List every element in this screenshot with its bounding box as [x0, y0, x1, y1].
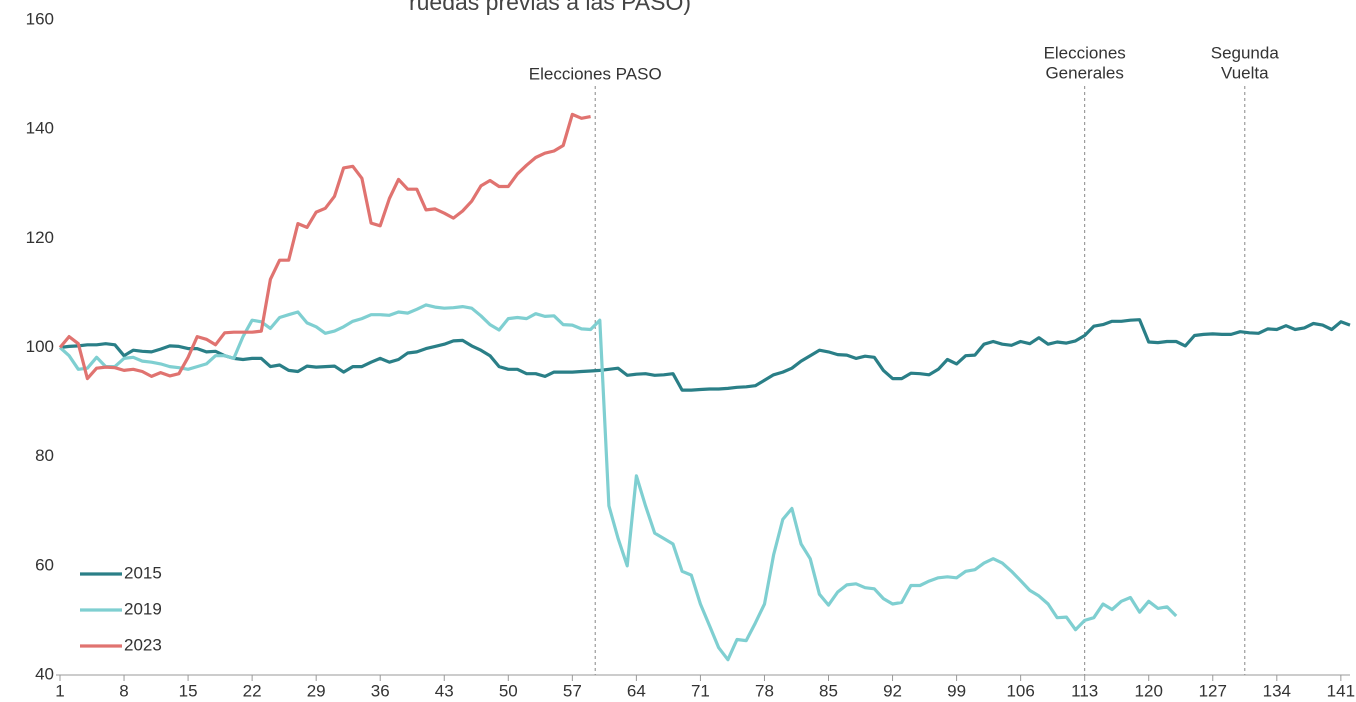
legend-label: 2023: [124, 635, 162, 654]
x-tick-label: 57: [563, 681, 582, 700]
x-tick-label: 71: [691, 681, 710, 700]
x-tick-label: 141: [1327, 681, 1355, 700]
x-tick-label: 36: [371, 681, 390, 700]
line-series: [59, 318, 1351, 392]
y-tick-label: 120: [26, 228, 54, 247]
y-tick-label: 140: [26, 119, 54, 138]
y-tick-label: 160: [26, 9, 54, 28]
annotation: Elecciones: [1044, 43, 1126, 62]
legend-label: 2019: [124, 599, 162, 618]
x-tick-label: 43: [435, 681, 454, 700]
y-tick-label: 60: [35, 555, 54, 574]
x-tick-label: 15: [179, 681, 198, 700]
x-tick-label: 120: [1135, 681, 1163, 700]
x-tick-label: 106: [1006, 681, 1034, 700]
annotation: Vuelta: [1221, 63, 1269, 82]
x-tick-label: 127: [1199, 681, 1227, 700]
chart-title: ruedas previas a las PASO): [409, 0, 691, 15]
x-tick-label: 22: [243, 681, 262, 700]
x-tick-label: 85: [819, 681, 838, 700]
x-tick-label: 29: [307, 681, 326, 700]
y-tick-label: 100: [26, 337, 54, 356]
annotation: Generales: [1045, 63, 1123, 82]
x-tick-label: 8: [119, 681, 128, 700]
x-tick-label: 1: [55, 681, 64, 700]
line-series: [58, 303, 1178, 662]
x-tick-label: 113: [1071, 681, 1098, 700]
x-tick-label: 99: [947, 681, 966, 700]
annotation: Segunda: [1211, 43, 1280, 62]
x-tick-label: 92: [883, 681, 902, 700]
y-tick-label: 80: [35, 446, 54, 465]
line-series: [58, 112, 591, 381]
x-tick-label: 50: [499, 681, 518, 700]
legend-label: 2015: [124, 563, 162, 582]
x-tick-label: 78: [755, 681, 774, 700]
annotation: Elecciones PASO: [529, 64, 662, 83]
x-tick-label: 134: [1263, 681, 1291, 700]
y-tick-label: 40: [35, 664, 54, 683]
x-tick-label: 64: [627, 681, 646, 700]
